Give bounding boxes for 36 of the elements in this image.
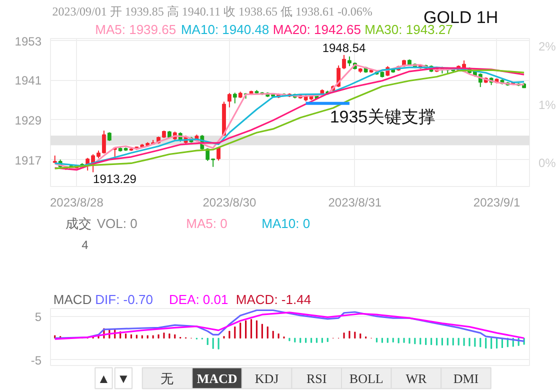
- text: 成交: [66, 216, 92, 231]
- x-tick-label: 2023/8/30: [202, 196, 256, 210]
- category-label: MACD: [196, 371, 238, 386]
- category-label: RSI: [306, 371, 327, 386]
- x-tick-label: 2023/8/31: [328, 196, 382, 210]
- series-label: DEA: 0.01: [168, 292, 228, 307]
- x-tick-label: 2023/9/1: [473, 196, 520, 210]
- text: MA5: 0: [186, 216, 228, 231]
- y-tick-label: 1917: [14, 153, 42, 168]
- category-label: ▲: [97, 371, 110, 386]
- annotation: 1935关键支撑: [330, 107, 436, 126]
- chart-title: MACD: [53, 292, 92, 307]
- chart-subtitle: 2023/09/01 开 1939.85 高 1940.11 收 1938.65 低 1938.61 -0.06%: [52, 4, 372, 18]
- category-label: DMI: [453, 371, 479, 386]
- y-tick-label: 1929: [14, 113, 42, 128]
- text: MA5: 1939.65: [95, 22, 176, 37]
- text: MA10: 1940.48: [180, 22, 270, 37]
- y-tick-label: 1941: [14, 74, 42, 88]
- text: 4: [82, 238, 89, 252]
- category-label: BOLL: [349, 371, 384, 386]
- annotation: 1948.54: [322, 40, 366, 55]
- category-label: 无: [160, 371, 174, 386]
- category-label: ▼: [117, 371, 130, 386]
- annotation: 1913.29: [93, 172, 137, 186]
- y-tick-label: -5: [30, 353, 42, 368]
- y-tick-label: 5: [34, 310, 42, 324]
- category-label: WR: [406, 371, 427, 386]
- series-label: MACD: -1.44: [236, 292, 312, 307]
- text: MA10: 0: [262, 216, 310, 231]
- x-tick-label: 2023/8/28: [50, 196, 104, 210]
- series-label: DIF: -0.70: [95, 292, 153, 307]
- text: MA20: 1942.65: [272, 22, 362, 37]
- text: MA30: 1943.27: [364, 22, 453, 37]
- y-tick-label: 1953: [14, 34, 42, 48]
- text: VOL: 0: [96, 216, 138, 231]
- category-label: KDJ: [254, 371, 279, 386]
